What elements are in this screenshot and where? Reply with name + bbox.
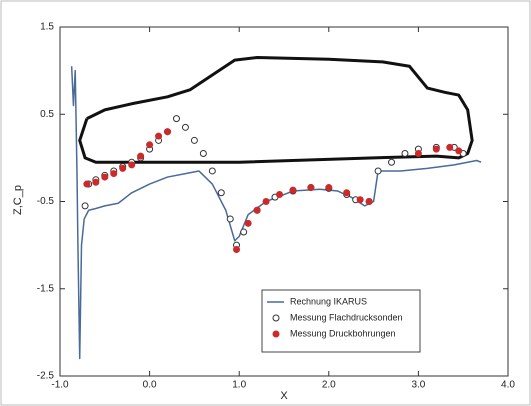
x-tick-label: 3.0: [411, 380, 425, 391]
data-point: [217, 189, 225, 197]
data-point: [307, 184, 315, 192]
data-point: [240, 228, 248, 236]
data-point: [388, 158, 396, 166]
data-point: [233, 245, 241, 253]
data-point: [289, 186, 297, 194]
legend-marker: [272, 314, 280, 322]
x-axis-title: X: [280, 390, 288, 402]
y-tick-label: -1.5: [37, 283, 55, 294]
data-point: [164, 128, 172, 136]
data-point: [83, 180, 91, 188]
data-point: [446, 143, 454, 151]
data-point: [325, 184, 333, 192]
data-point: [172, 115, 180, 123]
data-point: [401, 150, 409, 158]
data-point: [101, 173, 109, 181]
data-point: [208, 167, 216, 175]
data-point: [374, 167, 382, 175]
data-point: [432, 145, 440, 153]
data-point: [128, 161, 136, 169]
data-point: [276, 191, 284, 199]
data-point: [146, 141, 154, 149]
data-point: [199, 150, 207, 158]
data-point: [92, 178, 100, 186]
x-tick-label: 4.0: [501, 380, 515, 391]
data-point: [119, 164, 127, 172]
x-tick-label: 0.0: [143, 380, 157, 391]
y-axis-title: Z,C_p: [12, 185, 24, 215]
data-point: [226, 215, 234, 223]
legend-box: [261, 289, 421, 353]
y-tick-label: -0.5: [37, 196, 55, 207]
x-tick-label: -1.0: [51, 380, 69, 391]
legend-label: Messung Druckbohrungen: [290, 328, 396, 338]
data-point: [455, 147, 463, 155]
y-tick-label: 0.5: [40, 109, 54, 120]
data-point: [137, 152, 145, 160]
data-point: [414, 150, 422, 158]
data-point: [356, 196, 364, 204]
y-tick-label: 1.5: [40, 22, 54, 33]
data-point: [365, 198, 373, 205]
data-point: [155, 132, 163, 140]
legend-label: Messung Flachdrucksonden: [290, 312, 403, 322]
data-point: [190, 136, 198, 144]
y-tick-label: -2.5: [37, 371, 55, 382]
data-point: [81, 202, 89, 210]
data-point: [244, 219, 252, 227]
legend-marker: [272, 330, 280, 338]
data-point: [110, 170, 118, 178]
legend-label: Rechnung IKARUS: [290, 296, 367, 306]
data-point: [343, 189, 351, 197]
data-line: [78, 56, 474, 164]
data-point: [262, 198, 270, 205]
data-point: [181, 123, 189, 131]
x-tick-label: 1.0: [232, 380, 246, 391]
x-tick-label: 2.0: [322, 380, 336, 391]
data-line: [70, 66, 482, 360]
data-point: [253, 206, 261, 214]
